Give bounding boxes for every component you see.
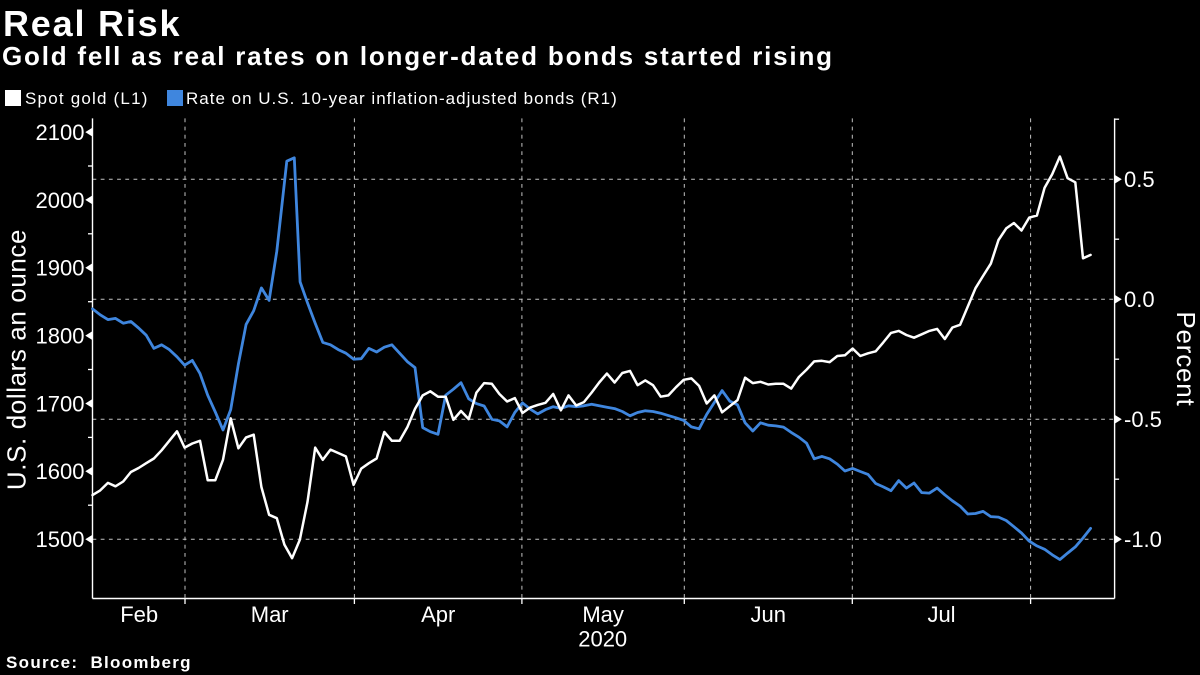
svg-text:2020: 2020 <box>578 627 627 652</box>
svg-text:Percent: Percent <box>1171 311 1200 406</box>
svg-text:Jun: Jun <box>751 602 786 627</box>
svg-text:1500: 1500 <box>36 527 85 552</box>
svg-text:May: May <box>582 602 624 627</box>
svg-text:Jul: Jul <box>927 602 955 627</box>
svg-text:Mar: Mar <box>251 602 289 627</box>
svg-text:Feb: Feb <box>120 602 158 627</box>
svg-text:0.0: 0.0 <box>1124 287 1155 312</box>
svg-text:2000: 2000 <box>36 188 85 213</box>
svg-text:1600: 1600 <box>36 459 85 484</box>
svg-text:-0.5: -0.5 <box>1124 407 1162 432</box>
svg-text:2100: 2100 <box>36 120 85 145</box>
svg-text:1800: 1800 <box>36 324 85 349</box>
svg-text:U.S. dollars an ounce: U.S. dollars an ounce <box>2 229 32 490</box>
svg-text:1900: 1900 <box>36 256 85 281</box>
svg-text:0.5: 0.5 <box>1124 167 1155 192</box>
svg-text:-1.0: -1.0 <box>1124 527 1162 552</box>
svg-text:Apr: Apr <box>421 602 455 627</box>
svg-text:1700: 1700 <box>36 391 85 416</box>
